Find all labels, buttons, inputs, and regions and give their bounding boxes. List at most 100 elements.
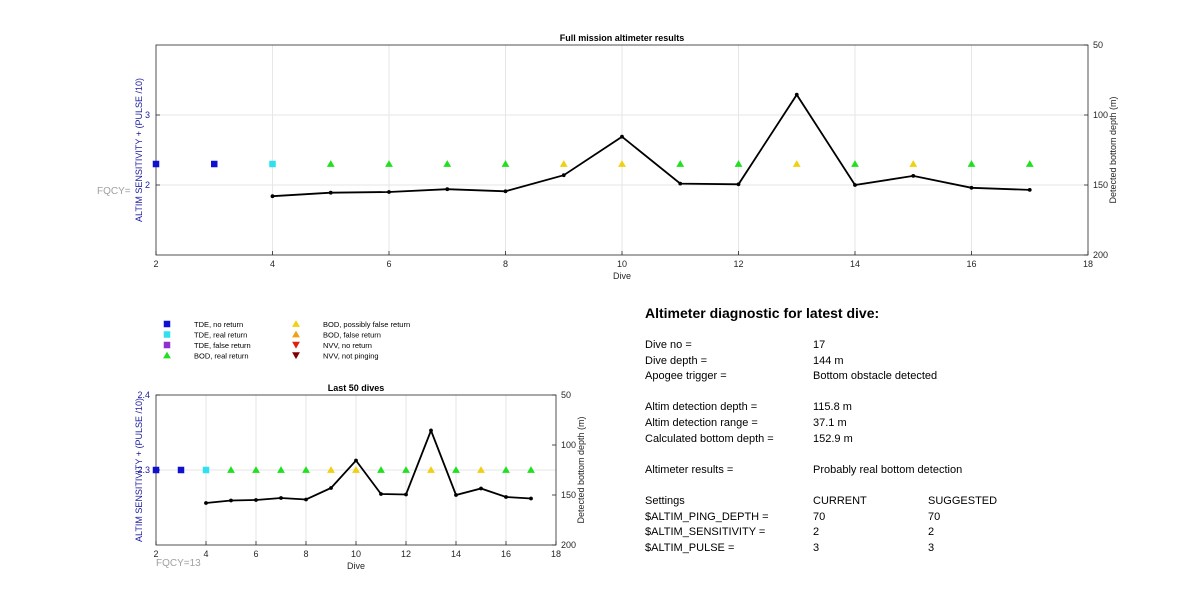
data-marker xyxy=(967,160,976,167)
legend-label: TDE, real return xyxy=(194,331,247,340)
y-tick-label: 3 xyxy=(145,110,150,120)
depth-point xyxy=(561,173,566,178)
depth-point xyxy=(279,496,283,500)
setting-row: $ALTIM_SENSITIVITY = 2 2 xyxy=(645,526,1165,542)
x-tick-label: 18 xyxy=(551,549,561,559)
x-axis-label: Dive xyxy=(613,271,631,281)
apogee-row: Apogee trigger = Bottom obstacle detecte… xyxy=(645,370,1165,386)
y-axis-label: ALTIM SENSITIVITY + (PULSE /10) xyxy=(134,78,144,222)
data-marker xyxy=(477,466,485,473)
depth-point xyxy=(329,486,333,490)
altimeter-results-value: Probably real bottom detection xyxy=(813,463,963,476)
depth-point xyxy=(328,190,333,195)
legend-label: BOD, real return xyxy=(194,352,249,361)
data-marker xyxy=(851,160,859,167)
y-tick-label: 2.4 xyxy=(137,390,150,400)
depth-point xyxy=(969,185,974,190)
detection-depth-label: Altim detection depth = xyxy=(645,401,758,414)
y-tick-label: 2.3 xyxy=(137,465,150,475)
data-marker xyxy=(252,466,260,473)
dive-depth-value: 144 m xyxy=(813,354,844,367)
setting-suggested: 3 xyxy=(928,541,935,554)
legend-label: TDE, false return xyxy=(194,341,251,350)
legend-label: NVV, not pinging xyxy=(323,352,379,361)
detection-depth-value: 115.8 m xyxy=(813,401,852,414)
dive-no-value: 17 xyxy=(813,339,826,351)
data-marker xyxy=(443,160,452,167)
data-marker xyxy=(152,466,160,474)
chart-title: Full mission altimeter results xyxy=(560,33,685,43)
depth-line xyxy=(205,428,532,504)
diagnostic-title: Altimeter diagnostic for latest dive: xyxy=(645,305,880,321)
depth-point xyxy=(429,428,433,433)
setting-name: $ALTIM_SENSITIVITY = xyxy=(645,526,766,539)
legend-marker xyxy=(292,341,300,349)
chart-title: Last 50 dives xyxy=(328,383,385,393)
altimeter-diagnostic-panel: Altimeter diagnostic for latest dive: Di… xyxy=(645,305,1165,557)
x-tick-label: 12 xyxy=(733,259,743,269)
x-tick-label: 6 xyxy=(253,549,258,559)
dive-no-row: Dive no = 17 xyxy=(645,339,1165,355)
depth-point xyxy=(678,181,683,186)
data-marker xyxy=(676,160,685,167)
detection-range-label: Altim detection range = xyxy=(645,416,758,429)
depth-point xyxy=(911,174,916,178)
x-tick-label: 18 xyxy=(1083,259,1093,269)
right-y-tick-label: 200 xyxy=(1093,250,1108,260)
fqcy-annotation: FQCY= xyxy=(97,186,131,197)
data-marker xyxy=(559,160,568,167)
legend-marker xyxy=(163,341,171,349)
legend-marker xyxy=(163,320,171,328)
data-marker xyxy=(427,466,435,473)
calculated-depth-value: 152.9 m xyxy=(813,432,853,445)
x-tick-label: 4 xyxy=(203,549,208,559)
depth-point xyxy=(853,183,857,187)
legend-label: NVV, no return xyxy=(323,341,372,350)
depth-point xyxy=(454,493,458,497)
depth-point xyxy=(736,182,741,187)
right-y-tick-label: 150 xyxy=(561,490,576,500)
setting-current: 70 xyxy=(813,510,826,523)
x-tick-label: 16 xyxy=(966,259,976,269)
right-y-tick-label: 200 xyxy=(561,540,576,550)
x-tick-label: 6 xyxy=(386,259,391,269)
x-tick-label: 4 xyxy=(270,259,275,269)
setting-name: $ALTIM_PING_DEPTH = xyxy=(645,510,769,523)
data-marker xyxy=(501,160,510,167)
detection-range-value: 37.1 m xyxy=(813,416,847,429)
right-y-axis-label: Detected bottom depth (m) xyxy=(1108,96,1118,203)
data-marker xyxy=(792,160,801,167)
legend-marker xyxy=(292,330,300,338)
right-y-tick-label: 100 xyxy=(561,440,576,450)
depth-point xyxy=(794,92,799,97)
setting-row: $ALTIM_PING_DEPTH = 70 70 xyxy=(645,511,1165,527)
depth-point xyxy=(354,458,358,463)
data-marker xyxy=(527,466,535,473)
depth-point xyxy=(479,486,483,491)
legend-marker xyxy=(292,352,300,360)
depth-point xyxy=(304,497,308,502)
depth-point xyxy=(270,194,275,199)
calculated-depth-label: Calculated bottom depth = xyxy=(645,432,774,445)
data-marker xyxy=(211,160,218,168)
depth-point xyxy=(404,492,408,497)
y-tick-label: 2 xyxy=(145,180,150,190)
altimeter-results-row: Altimeter results = Probably real bottom… xyxy=(645,464,1165,480)
data-marker xyxy=(734,160,743,167)
data-marker xyxy=(909,160,918,167)
right-y-tick-label: 100 xyxy=(1093,110,1108,120)
depth-point xyxy=(504,495,508,499)
dive-depth-label: Dive depth = xyxy=(645,354,708,367)
apogee-label: Apogee trigger = xyxy=(645,370,727,383)
right-y-tick-label: 50 xyxy=(1093,40,1103,50)
settings-label: Settings xyxy=(645,494,685,507)
setting-row: $ALTIM_PULSE = 3 3 xyxy=(645,542,1165,558)
dive-depth-row: Dive depth = 144 m xyxy=(645,355,1165,371)
right-y-axis-label: Detected bottom depth (m) xyxy=(576,416,586,523)
setting-name: $ALTIM_PULSE = xyxy=(645,541,735,554)
data-marker xyxy=(452,466,460,473)
data-marker xyxy=(352,466,360,473)
x-tick-label: 14 xyxy=(451,549,461,559)
x-tick-label: 2 xyxy=(153,259,158,269)
data-marker xyxy=(377,466,385,473)
